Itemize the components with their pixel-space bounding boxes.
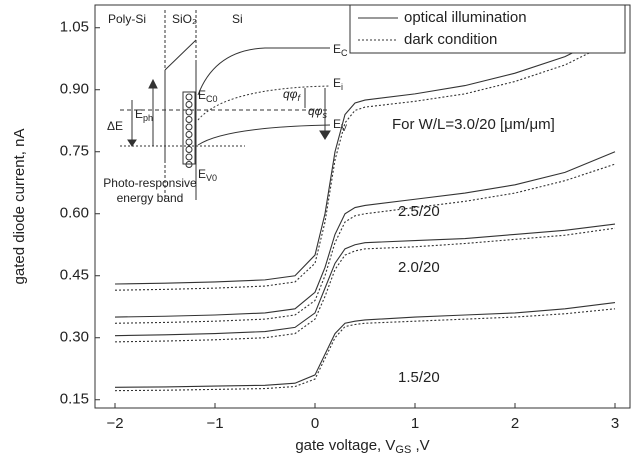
trap-state: [185, 116, 193, 123]
x-axis-label-tail: ,V: [411, 437, 429, 454]
trap-state: [185, 101, 193, 108]
trap-column: [182, 91, 196, 165]
ei-label: Ei: [333, 76, 343, 92]
x-tick-label: −1: [206, 415, 223, 432]
conduction-band: [197, 47, 330, 96]
arrow-head: [148, 78, 158, 89]
series-line: [114, 151, 616, 318]
eph-label: Eph: [135, 107, 153, 123]
y-tick-label: 0.30: [60, 329, 89, 346]
x-axis-label-sub: GS: [395, 444, 411, 456]
intrinsic-level: [197, 85, 331, 121]
x-tick-label: 1: [411, 415, 419, 432]
x-tick-label: 0: [311, 415, 319, 432]
series-line: [114, 31, 616, 285]
x-tick-label: −2: [106, 415, 123, 432]
trap-state: [185, 93, 193, 101]
ec0-label: EC0: [198, 88, 218, 104]
note-label: energy band: [117, 191, 184, 205]
series-line: [114, 223, 616, 337]
arrow-head: [319, 130, 331, 140]
de-label: ΔE: [107, 119, 123, 133]
inset-diagram: Poly-Si SiO₂ Si EC EC0 Ei EV EV0 qφf qφs…: [103, 10, 348, 205]
series-line: [114, 302, 616, 388]
y-tick-label: 1.05: [60, 19, 89, 36]
legend-box: [349, 4, 626, 54]
series-line: [114, 308, 616, 392]
ec-label: EC: [333, 42, 348, 58]
curve-label: 1.5/20: [398, 369, 440, 386]
y-tick-label: 0.60: [60, 205, 89, 222]
x-axis-label: gate voltage, VGS ,V: [295, 437, 429, 456]
region-label: Poly-Si: [108, 12, 146, 26]
trap-state: [185, 138, 193, 146]
qphis-label: qφs: [308, 104, 328, 120]
ev-label: EV: [333, 117, 347, 133]
legend-label: dark condition: [404, 31, 497, 48]
trap-state: [185, 146, 193, 153]
y-tick-label: 0.75: [60, 143, 89, 160]
y-axis-label: gated diode current, nA: [11, 129, 28, 285]
y-tick-label: 0.45: [60, 267, 89, 284]
curve-label: For W/L=3.0/20 [μm/μm]: [392, 116, 555, 133]
curve-label: 2.5/20: [398, 203, 440, 220]
note-label: Photo-responsive: [103, 176, 197, 190]
legend-label: optical illumination: [404, 9, 527, 26]
oxide-band: [164, 39, 197, 71]
y-tick-label: 0.90: [60, 81, 89, 98]
valence-band: [197, 124, 331, 146]
y-tick-label: 0.15: [60, 391, 89, 408]
ev0-label: EV0: [198, 167, 217, 183]
curve-label: 2.0/20: [398, 259, 440, 276]
arrow-head: [127, 139, 137, 147]
x-axis-label-main: gate voltage, V: [295, 437, 395, 454]
series-line: [114, 163, 616, 324]
trap-state: [185, 131, 193, 138]
trap-state: [185, 161, 193, 168]
trap-state: [185, 108, 193, 116]
series-line: [114, 227, 616, 343]
x-tick-label: 3: [611, 415, 619, 432]
trap-state: [185, 123, 193, 131]
region-label: SiO₂: [172, 12, 197, 26]
qphif-label: qφf: [283, 87, 302, 103]
series-line: [114, 39, 616, 291]
region-label: Si: [232, 12, 243, 26]
trap-state: [185, 153, 193, 161]
x-tick-label: 2: [511, 415, 519, 432]
